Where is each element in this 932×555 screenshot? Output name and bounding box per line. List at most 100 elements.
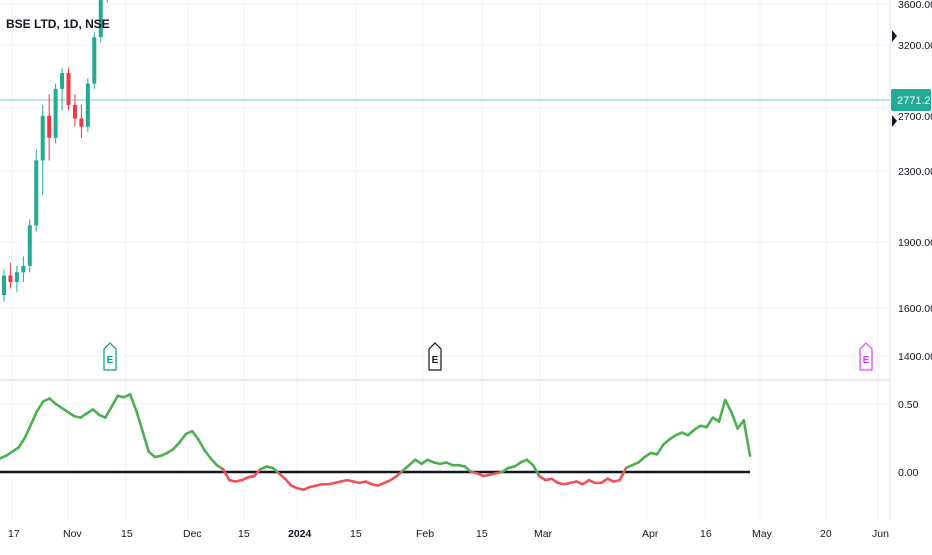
candle-body xyxy=(27,225,32,266)
oscillator-segment xyxy=(110,394,120,409)
candle[interactable] xyxy=(40,104,45,196)
oscillator-segment xyxy=(29,409,39,426)
earnings-icon[interactable]: E xyxy=(428,342,442,371)
oscillator-segment xyxy=(23,423,33,440)
candle[interactable] xyxy=(14,265,19,292)
oscillator-segment xyxy=(197,438,206,452)
earnings-badge xyxy=(859,342,873,371)
oscillator-segment xyxy=(252,467,262,478)
time-tick: May xyxy=(752,528,773,540)
candle[interactable] xyxy=(79,104,84,138)
candle-body xyxy=(2,275,6,296)
oscillator-axis[interactable]: 0.50 0.00 xyxy=(898,399,919,479)
oscillator-segment xyxy=(637,455,646,464)
candle[interactable] xyxy=(92,32,97,89)
candle-body xyxy=(53,88,58,138)
price-axis[interactable]: 3600.00 3200.00 2700.00 2300.00 1900.00 … xyxy=(891,0,932,363)
time-tick: Feb xyxy=(416,528,434,540)
candle[interactable] xyxy=(53,83,58,144)
oscillator-segment xyxy=(717,398,727,423)
price-tick: 2300.00 xyxy=(898,166,932,178)
price-tick-partial: 2700.00 xyxy=(898,111,932,123)
time-tick: 15 xyxy=(238,528,250,540)
oscillator-segment xyxy=(203,448,213,460)
oscillator-segment xyxy=(525,458,535,467)
candle-body xyxy=(40,115,45,161)
oscillator-segment xyxy=(178,432,188,444)
oscillator-segment xyxy=(401,463,411,472)
time-axis[interactable]: 17 Nov 15 Dec 15 2024 15 Feb 15 Mar Apr … xyxy=(8,528,889,540)
candle[interactable] xyxy=(66,67,71,111)
time-tick: Nov xyxy=(63,528,82,540)
grid-layer xyxy=(0,0,890,520)
candle[interactable] xyxy=(21,256,26,282)
price-tick: 1400.00 xyxy=(898,351,932,363)
oscillator-segment xyxy=(172,440,182,451)
oscillator-segment xyxy=(277,472,287,481)
oscillator-segment xyxy=(730,410,739,430)
earnings-label: E xyxy=(432,355,439,366)
candle[interactable] xyxy=(98,0,103,43)
candle-body xyxy=(79,118,84,127)
triangle-marker-icon xyxy=(892,115,897,127)
candle[interactable] xyxy=(72,94,77,127)
candle-body xyxy=(92,37,97,84)
candle-body xyxy=(21,265,26,273)
time-tick: 20 xyxy=(820,528,832,540)
price-tick: 1900.00 xyxy=(898,237,932,249)
time-tick-year: 2024 xyxy=(288,528,312,540)
oscillator-segment xyxy=(128,393,138,413)
time-tick: 17 xyxy=(8,528,20,540)
last-price-label-bg xyxy=(891,89,931,111)
oscillator-segment xyxy=(686,428,696,437)
candle[interactable] xyxy=(85,78,90,133)
candle[interactable] xyxy=(60,67,65,111)
oscillator-segment xyxy=(141,429,151,453)
oscillator-segment xyxy=(147,450,157,459)
oscillator-segment xyxy=(91,408,101,417)
earnings-icon[interactable]: E xyxy=(103,342,117,371)
candle-body xyxy=(98,0,103,38)
oscillator-segment xyxy=(705,416,715,429)
oscillator-segment xyxy=(104,405,113,419)
candle-body xyxy=(72,104,77,119)
oscillator-segment xyxy=(135,409,144,433)
triangle-marker-icon xyxy=(892,30,897,42)
oscillator-segment xyxy=(742,419,752,457)
candle[interactable] xyxy=(47,94,52,161)
oscillator-segment xyxy=(283,477,293,487)
oscillator-segment xyxy=(661,438,671,447)
price-tick: 1600.00 xyxy=(898,303,932,315)
osc-tick: 0.50 xyxy=(898,399,919,411)
candle[interactable] xyxy=(27,219,32,273)
osc-tick: 0.00 xyxy=(898,467,919,479)
candle[interactable] xyxy=(34,149,39,232)
symbol-title[interactable]: BSE LTD, 1D, NSE xyxy=(6,17,110,31)
candle-body xyxy=(47,115,52,138)
candle[interactable] xyxy=(105,0,109,3)
time-tick: 15 xyxy=(476,528,488,540)
price-tick: 3200.00 xyxy=(898,40,932,52)
candle[interactable] xyxy=(2,269,6,302)
candle-body xyxy=(14,272,19,282)
time-tick: Mar xyxy=(534,528,553,540)
candle-body xyxy=(66,73,71,105)
earnings-label: E xyxy=(863,355,870,366)
time-tick: Apr xyxy=(642,528,659,540)
earnings-icon[interactable]: E xyxy=(859,342,873,371)
oscillator-segment xyxy=(655,443,665,456)
oscillator-segment xyxy=(271,466,281,475)
candle-body xyxy=(8,275,13,282)
oscillator-segment xyxy=(407,458,417,467)
price-tick: 3600.00 xyxy=(898,0,932,11)
oscillator-segment xyxy=(190,429,200,441)
time-tick: Dec xyxy=(183,528,202,540)
oscillator-line[interactable] xyxy=(0,393,752,491)
last-price-label: 2771.25 xyxy=(897,95,932,107)
candle[interactable] xyxy=(8,262,13,289)
oscillator-segment xyxy=(531,463,541,478)
time-tick: 15 xyxy=(350,528,362,540)
oscillator-segment xyxy=(35,399,45,413)
